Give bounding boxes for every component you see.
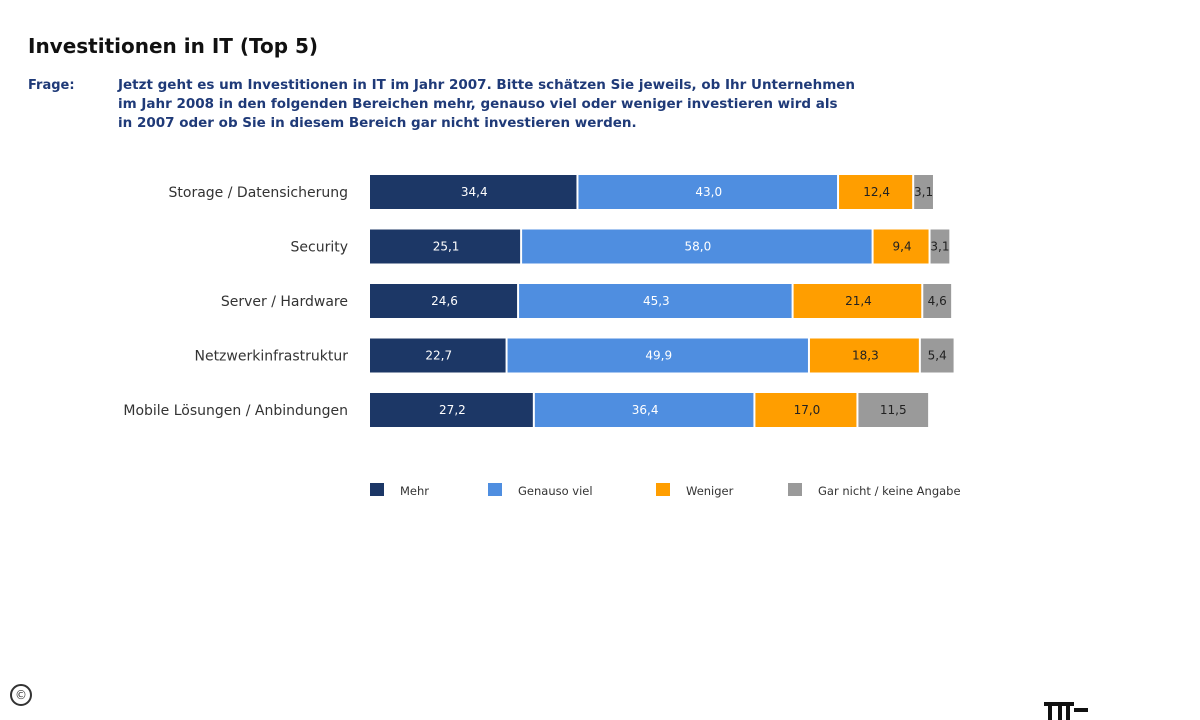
data-label: 17,0 [794, 403, 821, 417]
chart-title: Investitionen in IT (Top 5) [28, 34, 319, 58]
bar-segment [519, 284, 792, 318]
question-text: Jetzt geht es um Investitionen in IT im … [118, 76, 988, 133]
legend-swatch [370, 483, 384, 496]
question-line: im Jahr 2008 in den folgenden Bereichen … [118, 96, 838, 112]
bar-segment [370, 229, 521, 264]
data-label: 22,7 [425, 349, 452, 363]
category-label: Mobile Lösungen / Anbindungen [123, 403, 348, 419]
bar-segment [873, 229, 929, 264]
data-label: 43,0 [695, 185, 722, 199]
logo-mark-icon [1044, 702, 1088, 720]
legend-swatch [788, 483, 802, 496]
publisher-logo [1044, 700, 1090, 720]
category-label: Security [291, 240, 349, 256]
legend-label: Gar nicht / keine Angabe [818, 484, 961, 498]
bar-segment [578, 175, 838, 209]
data-label: 45,3 [643, 294, 670, 308]
data-label: 3,1 [930, 240, 949, 254]
bar-segment [930, 229, 950, 264]
bar-segment [522, 229, 872, 264]
legend-swatch [488, 483, 502, 496]
bar-segment [914, 175, 933, 209]
data-label: 58,0 [684, 240, 711, 254]
data-label: 3,1 [914, 185, 933, 199]
data-label: 24,6 [431, 294, 458, 308]
data-label: 27,2 [439, 403, 466, 417]
bar-segment [920, 338, 954, 373]
category-label: Server / Hardware [221, 294, 348, 310]
bar-segment [370, 284, 518, 318]
data-label: 49,9 [645, 349, 672, 363]
bar-segment [858, 393, 929, 427]
bar-segment [534, 393, 754, 427]
bar-segment [507, 338, 808, 373]
question-line: Jetzt geht es um Investitionen in IT im … [118, 77, 856, 93]
data-label: 12,4 [863, 185, 890, 199]
bar-segment [370, 338, 506, 373]
data-label: 25,1 [433, 240, 460, 254]
data-label: 18,3 [852, 349, 879, 363]
data-label: 4,6 [928, 294, 947, 308]
category-label: Storage / Datensicherung [169, 185, 348, 201]
bar-segment [793, 284, 922, 318]
data-label: 9,4 [893, 240, 912, 254]
legend-swatch [656, 483, 670, 496]
data-label: 36,4 [632, 403, 659, 417]
data-label: 5,4 [928, 349, 947, 363]
category-label: Netzwerkinfrastruktur [194, 349, 348, 365]
question-label: Frage: [28, 78, 75, 93]
data-label: 11,5 [880, 403, 907, 417]
legend-label: Genauso viel [518, 484, 593, 498]
data-label: 34,4 [461, 185, 488, 199]
bar-segment [839, 175, 913, 209]
data-label: 21,4 [845, 294, 872, 308]
bar-segment [923, 284, 952, 318]
bar-segment [755, 393, 857, 427]
legend-label: Weniger [686, 484, 734, 498]
bar-segment [370, 393, 533, 427]
copyright-icon: © [10, 684, 32, 706]
legend-label: Mehr [400, 484, 429, 498]
bar-segment [370, 175, 577, 209]
question-line: in 2007 oder ob Sie in diesem Bereich ga… [118, 115, 637, 131]
bar-segment [809, 338, 919, 373]
